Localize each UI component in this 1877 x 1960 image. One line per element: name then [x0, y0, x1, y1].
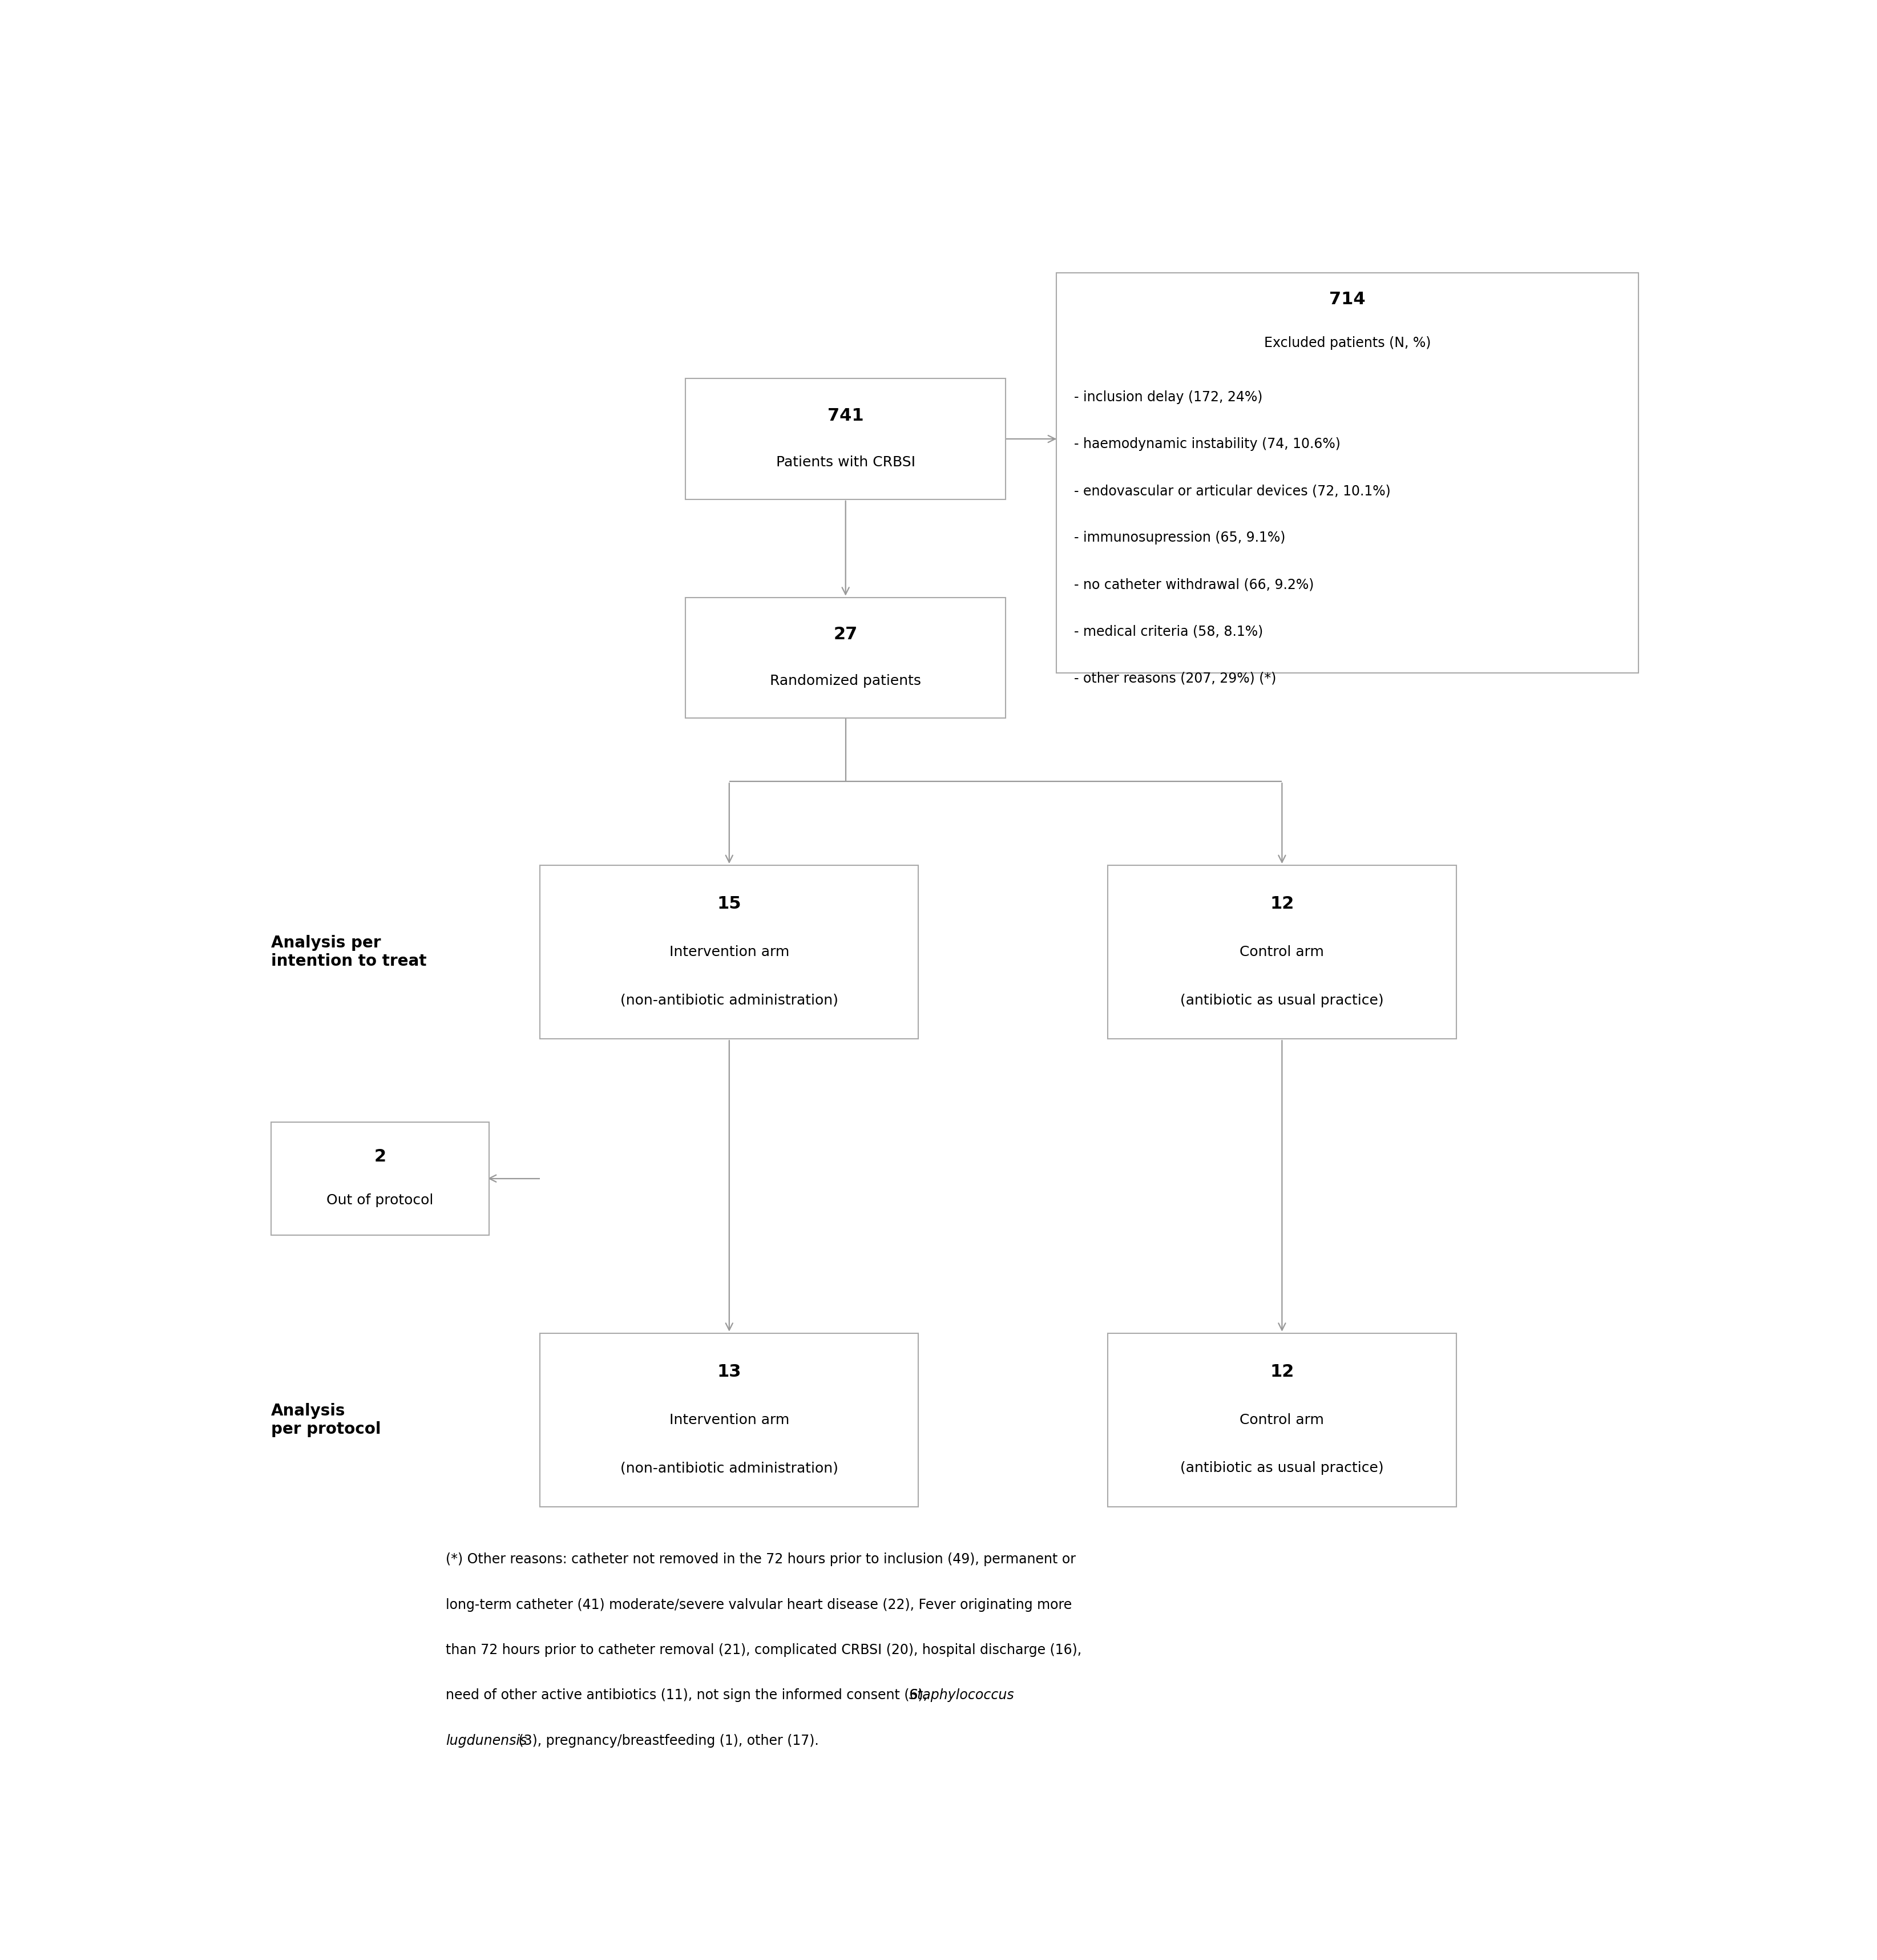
Text: 741: 741	[828, 408, 863, 423]
Text: Out of protocol: Out of protocol	[327, 1194, 434, 1207]
Text: 12: 12	[1271, 1364, 1293, 1380]
Text: (non-antibiotic administration): (non-antibiotic administration)	[619, 994, 839, 1007]
Text: Staphylococcus: Staphylococcus	[908, 1690, 1015, 1701]
FancyBboxPatch shape	[685, 598, 1006, 717]
FancyBboxPatch shape	[1107, 1333, 1457, 1507]
FancyBboxPatch shape	[270, 1121, 490, 1235]
FancyBboxPatch shape	[1107, 864, 1457, 1039]
Text: - immunosupression (65, 9.1%): - immunosupression (65, 9.1%)	[1074, 531, 1286, 545]
Text: Control arm: Control arm	[1241, 1413, 1323, 1427]
Text: 2: 2	[374, 1149, 387, 1164]
Text: Intervention arm: Intervention arm	[670, 945, 788, 958]
Text: 714: 714	[1329, 290, 1366, 308]
Text: lugdunensis: lugdunensis	[445, 1735, 527, 1748]
Text: - inclusion delay (172, 24%): - inclusion delay (172, 24%)	[1074, 390, 1263, 404]
Text: - medical criteria (58, 8.1%): - medical criteria (58, 8.1%)	[1074, 625, 1263, 639]
Text: Analysis per
intention to treat: Analysis per intention to treat	[270, 935, 426, 970]
Text: Analysis
per protocol: Analysis per protocol	[270, 1403, 381, 1437]
Text: - haemodynamic instability (74, 10.6%): - haemodynamic instability (74, 10.6%)	[1074, 437, 1340, 451]
Text: - other reasons (207, 29%) (*): - other reasons (207, 29%) (*)	[1074, 672, 1276, 686]
FancyBboxPatch shape	[541, 1333, 918, 1507]
Text: need of other active antibiotics (11), not sign the informed consent (6),: need of other active antibiotics (11), n…	[445, 1690, 931, 1701]
Text: 13: 13	[717, 1364, 741, 1380]
Text: (*) Other reasons: catheter not removed in the 72 hours prior to inclusion (49),: (*) Other reasons: catheter not removed …	[445, 1552, 1076, 1566]
FancyBboxPatch shape	[685, 378, 1006, 500]
Text: (3), pregnancy/breastfeeding (1), other (17).: (3), pregnancy/breastfeeding (1), other …	[514, 1735, 818, 1748]
Text: Patients with CRBSI: Patients with CRBSI	[775, 455, 916, 468]
Text: - no catheter withdrawal (66, 9.2%): - no catheter withdrawal (66, 9.2%)	[1074, 578, 1314, 592]
Text: Excluded patients (N, %): Excluded patients (N, %)	[1263, 337, 1430, 351]
Text: Randomized patients: Randomized patients	[770, 674, 922, 688]
Text: long-term catheter (41) moderate/severe valvular heart disease (22), Fever origi: long-term catheter (41) moderate/severe …	[445, 1597, 1072, 1611]
Text: 12: 12	[1271, 896, 1293, 911]
Text: 27: 27	[833, 627, 858, 643]
Text: 15: 15	[717, 896, 741, 911]
Text: (antibiotic as usual practice): (antibiotic as usual practice)	[1181, 1462, 1383, 1476]
Text: (non-antibiotic administration): (non-antibiotic administration)	[619, 1462, 839, 1476]
FancyBboxPatch shape	[541, 864, 918, 1039]
Text: Intervention arm: Intervention arm	[670, 1413, 788, 1427]
FancyBboxPatch shape	[1057, 272, 1639, 672]
Text: (antibiotic as usual practice): (antibiotic as usual practice)	[1181, 994, 1383, 1007]
Text: Control arm: Control arm	[1241, 945, 1323, 958]
Text: - endovascular or articular devices (72, 10.1%): - endovascular or articular devices (72,…	[1074, 484, 1391, 498]
Text: than 72 hours prior to catheter removal (21), complicated CRBSI (20), hospital d: than 72 hours prior to catheter removal …	[445, 1642, 1081, 1656]
